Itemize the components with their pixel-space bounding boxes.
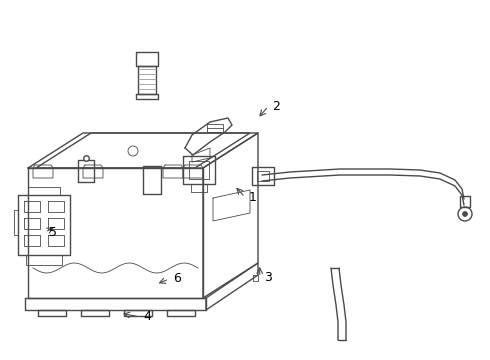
Polygon shape <box>203 133 258 298</box>
Text: 1: 1 <box>249 191 257 204</box>
Polygon shape <box>183 165 203 178</box>
Polygon shape <box>28 133 258 168</box>
Text: 3: 3 <box>264 271 271 284</box>
Polygon shape <box>83 165 103 178</box>
Polygon shape <box>189 161 209 179</box>
Polygon shape <box>26 255 62 265</box>
Polygon shape <box>81 310 109 316</box>
Polygon shape <box>36 133 250 168</box>
Polygon shape <box>48 235 64 246</box>
Polygon shape <box>24 235 40 246</box>
Polygon shape <box>163 165 183 178</box>
Polygon shape <box>191 184 207 192</box>
Polygon shape <box>206 263 258 310</box>
Polygon shape <box>253 275 258 281</box>
Polygon shape <box>460 196 470 207</box>
Polygon shape <box>18 195 70 255</box>
Polygon shape <box>257 171 269 181</box>
Polygon shape <box>252 167 274 185</box>
Polygon shape <box>185 118 232 155</box>
Circle shape <box>463 211 467 216</box>
Polygon shape <box>213 190 250 221</box>
Polygon shape <box>136 52 158 66</box>
Polygon shape <box>183 156 215 184</box>
Polygon shape <box>143 166 161 194</box>
Polygon shape <box>24 218 40 229</box>
Polygon shape <box>33 165 53 178</box>
Polygon shape <box>28 168 203 298</box>
Text: 4: 4 <box>144 310 151 323</box>
Text: 5: 5 <box>49 226 57 239</box>
Polygon shape <box>48 201 64 212</box>
Polygon shape <box>124 310 152 316</box>
Polygon shape <box>192 148 210 162</box>
Polygon shape <box>78 160 94 182</box>
Polygon shape <box>48 218 64 229</box>
Text: 6: 6 <box>173 273 181 285</box>
Polygon shape <box>24 201 40 212</box>
Polygon shape <box>138 66 156 94</box>
Text: 2: 2 <box>272 100 280 113</box>
Polygon shape <box>38 310 66 316</box>
Polygon shape <box>167 310 195 316</box>
Polygon shape <box>136 94 158 99</box>
Polygon shape <box>28 187 60 195</box>
Polygon shape <box>25 298 206 310</box>
